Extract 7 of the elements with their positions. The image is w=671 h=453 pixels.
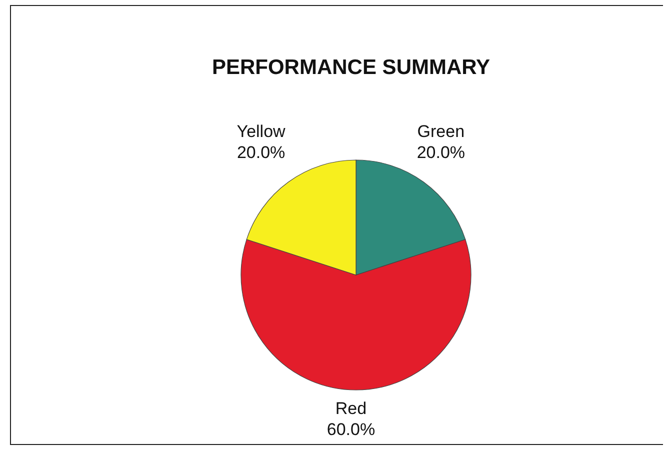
data-label: 60.0% [326, 420, 376, 439]
chart-title: PERFORMANCE SUMMARY [210, 56, 492, 80]
data-label: 20.0% [236, 143, 286, 162]
data-label: 20.0% [416, 143, 466, 162]
slice-label: Red [335, 399, 367, 418]
slice-label: Green [417, 122, 465, 142]
slice-label: Yellow [236, 122, 286, 142]
